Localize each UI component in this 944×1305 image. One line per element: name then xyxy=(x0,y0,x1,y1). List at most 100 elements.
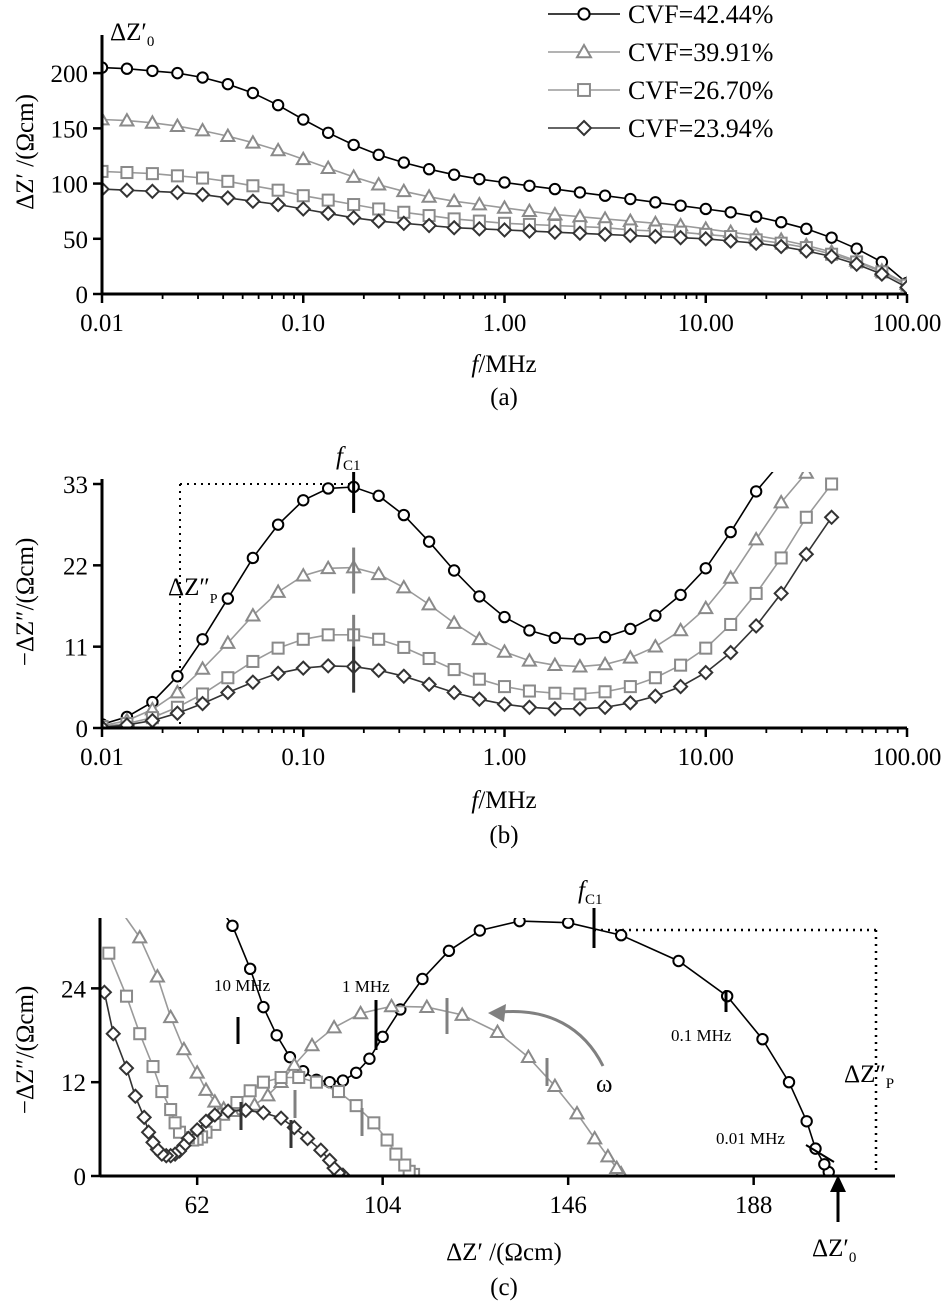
panel-c-series-4-point xyxy=(198,1113,214,1130)
panel-b-series-2-point xyxy=(647,638,664,653)
panel-c-series-3-point xyxy=(349,1099,363,1113)
x-tick-label: 0.01 xyxy=(80,744,124,771)
panel-b-series-4-point xyxy=(672,678,689,695)
panel-c-series-4-point xyxy=(136,1109,153,1126)
panel-a-series-3-point xyxy=(347,198,361,212)
panel-b-series-1-line xyxy=(102,472,774,726)
panel-a-series-2-point xyxy=(244,134,262,149)
panel-a-series-4-point xyxy=(521,223,538,239)
panel-b-series-2-point xyxy=(496,643,513,658)
panel-a-xlabel: f/MHz xyxy=(471,351,536,378)
panel-b-series-4-point xyxy=(722,644,739,661)
panel-c-series-3-point xyxy=(164,1103,178,1117)
panel-c-series-3-point xyxy=(398,1158,412,1172)
panel-c-1mhz-label: 1 MHz xyxy=(342,977,390,996)
panel-c-series-1-point xyxy=(376,1030,389,1044)
panel-a-series-1-point xyxy=(347,138,360,152)
panel-c-ylabel: −ΔZ″/(Ωcm) xyxy=(12,986,39,1115)
panel-b-series-1-point xyxy=(196,633,209,646)
panel-a-series-1-point xyxy=(146,64,159,78)
panel-a-series-3-point xyxy=(296,189,310,203)
panel-b-series-4-point xyxy=(244,674,261,691)
panel-a-series-3-point xyxy=(372,202,386,216)
panel-a-series-3-point xyxy=(321,193,335,207)
panel-b-series-4-point xyxy=(597,699,613,716)
panel-c-series-2-point xyxy=(111,900,124,911)
panel-b-series-2-point xyxy=(395,578,413,594)
panel-b-series-1-point xyxy=(321,482,335,495)
panel-a-series-2-point xyxy=(118,112,136,127)
panel-c-series-1-point xyxy=(416,972,429,986)
panel-a-series-4-point xyxy=(773,238,790,255)
panel-c-series-2-point xyxy=(453,1006,471,1021)
y-tick-label: 24 xyxy=(61,976,87,1003)
panel-c-series-2-point xyxy=(246,1096,263,1111)
panel-a-dz0-label: ΔZ′0 xyxy=(110,19,154,50)
panel-a-series-2-point xyxy=(471,196,488,211)
panel-a-series-1-point xyxy=(321,126,335,139)
y-tick-label: 12 xyxy=(61,1070,86,1097)
panel-a-series-4-point xyxy=(194,186,211,203)
x-tick-label: 0.10 xyxy=(281,744,325,771)
panel-b-series-3-point xyxy=(749,586,763,600)
panel-a-series-3-point xyxy=(170,169,184,183)
x-tick-label: 0.10 xyxy=(281,310,325,337)
panel-a-series-1-point xyxy=(297,113,310,126)
panel-c-001mhz-pointer xyxy=(805,1144,835,1163)
panel-a-series-4-point xyxy=(370,213,387,230)
panel-b-series-3-point xyxy=(372,632,386,646)
panel-b-series-3-point xyxy=(271,641,285,655)
panel-a-series-4-point xyxy=(102,181,110,198)
panel-a-series-4-point xyxy=(144,183,161,200)
panel-b-series-4-point xyxy=(194,695,211,712)
panel-b-series-1-point xyxy=(221,592,235,605)
panel-c-omega-label: ω xyxy=(596,1071,612,1098)
panel-a-series-1-point xyxy=(473,172,486,186)
panel-a-series-1-point xyxy=(422,163,436,176)
panel-a-series-4-point xyxy=(572,225,588,242)
panel-b-series-4-point xyxy=(496,696,513,713)
panel-c-omega-arrow xyxy=(491,1010,605,1067)
panel-a-series-4-point xyxy=(622,227,639,244)
panel-b-series-2-point xyxy=(445,614,463,629)
x-tick-label: 10.00 xyxy=(678,744,734,771)
panel-a-series-3-point xyxy=(271,183,285,197)
panel-b-series-4-point xyxy=(421,676,438,693)
panel-c-series-2-point xyxy=(489,1023,506,1039)
panel-b-series-4-point xyxy=(395,668,412,685)
panel-b-series-4-point xyxy=(219,684,236,701)
panel-a-axes: 0.01 0.10 1.00 10.00 100.00 0 50 100 150 200 xyxy=(51,35,941,337)
panel-c-series-1-point xyxy=(561,918,575,929)
panel-c-series-2-point xyxy=(608,1159,625,1175)
panel-a-series-4-point xyxy=(647,228,664,245)
panel-a-series-1-point xyxy=(221,77,235,91)
panel-b-series-2-point xyxy=(546,656,564,672)
panel-c-dzp-label: ΔZ″P xyxy=(844,1061,894,1092)
panel-a-series-2-point xyxy=(169,117,186,133)
panel-c-series-3-point xyxy=(243,1084,257,1098)
panel-b-series-2-point xyxy=(295,567,312,582)
panel-c-series-4-line xyxy=(103,992,344,1176)
panel-b-series-1-point xyxy=(573,633,587,646)
panel-b-series-4-point xyxy=(270,665,287,682)
panel-b-series-3-point xyxy=(221,671,235,685)
panel-b-series-3-point xyxy=(674,658,688,672)
panel-b-series-4-point xyxy=(697,664,714,681)
panel-a-series-4-point xyxy=(823,248,840,265)
panel-c-series-1-point xyxy=(243,962,257,976)
panel-b-series-4-line xyxy=(102,516,833,728)
panel-c-series-1-line xyxy=(226,918,830,1173)
panel-c-series-1-point xyxy=(800,1115,813,1128)
y-tick-label: 11 xyxy=(64,635,88,662)
panel-a-series-2-point xyxy=(521,202,538,218)
panel-b-series-2-point xyxy=(622,649,639,664)
panel-a-series-4-point xyxy=(546,224,563,241)
panel-a-series-2-point xyxy=(194,122,211,137)
panel-a-series-4-point xyxy=(471,220,488,237)
panel-a-series-2-point xyxy=(345,168,362,183)
panel-b-series-4-point xyxy=(546,700,563,717)
panel-c-series-3-point xyxy=(292,1070,306,1085)
panel-b-series-1-point xyxy=(749,485,763,498)
